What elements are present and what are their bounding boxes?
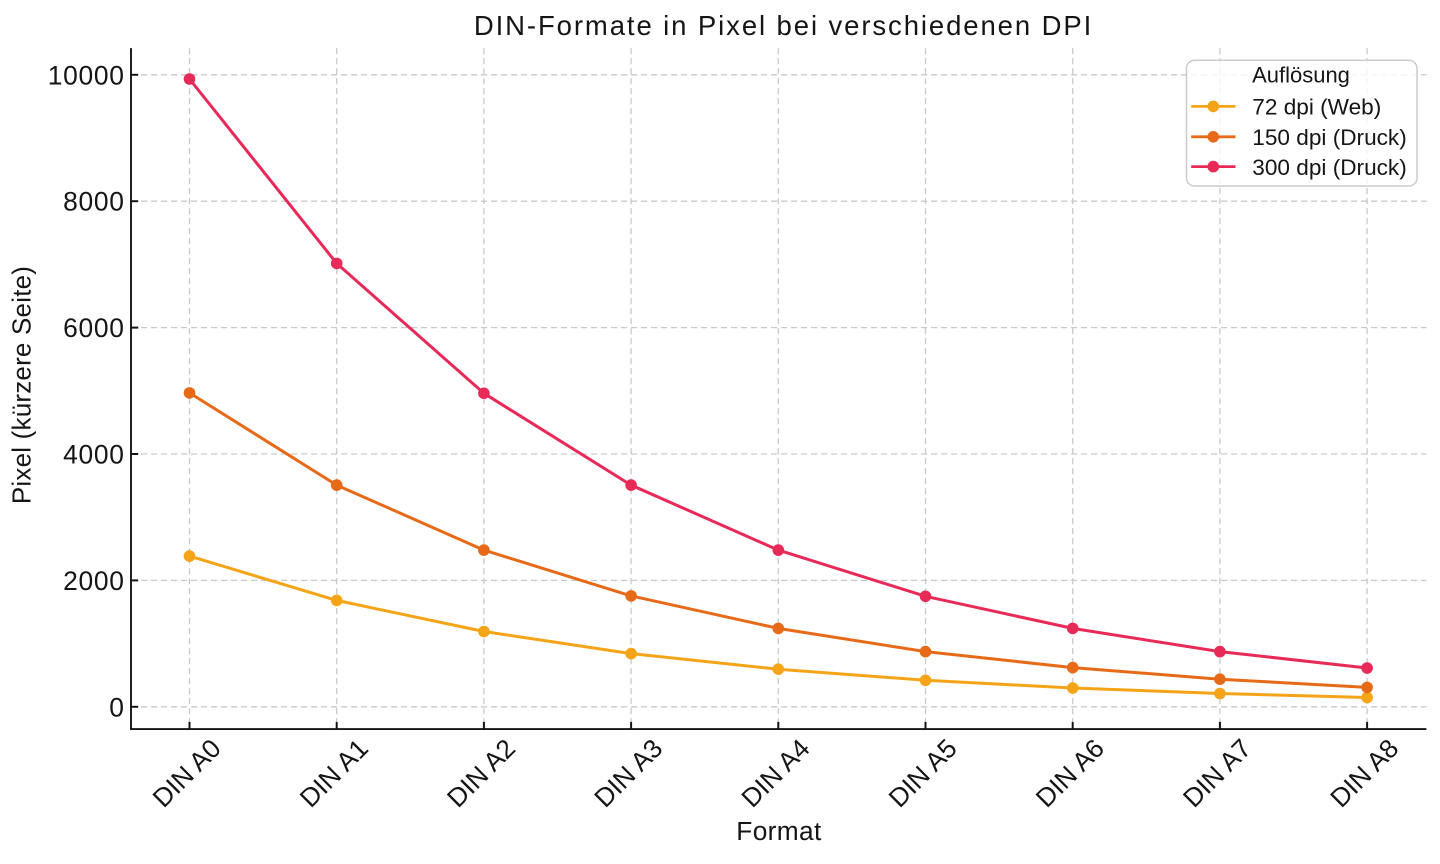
svg-text:Pixel (kürzere Seite): Pixel (kürzere Seite) [7,266,37,504]
svg-text:2000: 2000 [63,566,125,596]
svg-text:0: 0 [109,692,124,722]
svg-text:Format: Format [736,816,822,846]
svg-text:150 dpi (Druck): 150 dpi (Druck) [1252,125,1406,150]
svg-text:10000: 10000 [48,60,125,90]
svg-text:DIN-Formate in Pixel bei versc: DIN-Formate in Pixel bei verschiedenen D… [474,10,1093,41]
svg-text:72 dpi (Web): 72 dpi (Web) [1252,95,1381,120]
svg-text:Auflösung: Auflösung [1252,63,1350,88]
svg-text:6000: 6000 [63,313,125,343]
svg-text:4000: 4000 [63,440,125,470]
svg-text:300 dpi (Druck): 300 dpi (Druck) [1252,155,1406,180]
svg-text:8000: 8000 [63,187,125,217]
